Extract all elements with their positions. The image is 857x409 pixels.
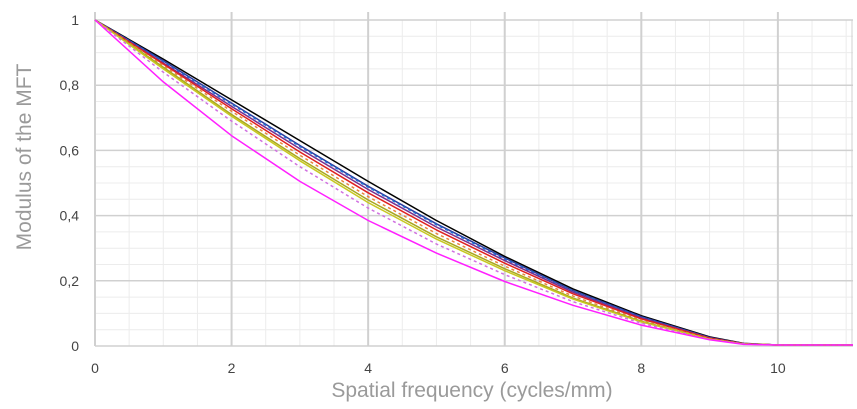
series-line-10 (94, 19, 853, 346)
y-axis-title: Modulus of the MFT (13, 63, 36, 250)
x-tick-label: 0 (91, 360, 99, 376)
x-axis-title: Spatial frequency (cycles/mm) (331, 379, 612, 402)
series-line-3 (94, 19, 853, 346)
y-tick-label: 0,6 (60, 142, 80, 158)
x-tick-label: 8 (637, 360, 645, 376)
minor-gridlines (95, 20, 853, 346)
y-tick-label: 0 (71, 338, 79, 354)
x-tick-label: 2 (228, 360, 236, 376)
y-tick-label: 0,8 (60, 77, 80, 93)
y-tick-label: 0,4 (60, 208, 80, 224)
series-line-6 (94, 19, 853, 346)
x-tick-label: 4 (364, 360, 372, 376)
x-axis-ticks: 0 2 4 6 8 10 (91, 360, 786, 376)
major-gridlines (94, 12, 853, 347)
y-tick-label: 1 (71, 12, 79, 28)
series-lines (94, 19, 853, 346)
y-axis-ticks: 0 0,2 0,4 0,6 0,8 1 (60, 12, 80, 354)
y-tick-label: 0,2 (60, 273, 80, 289)
x-tick-label: 6 (501, 360, 509, 376)
x-tick-label: 10 (770, 360, 786, 376)
